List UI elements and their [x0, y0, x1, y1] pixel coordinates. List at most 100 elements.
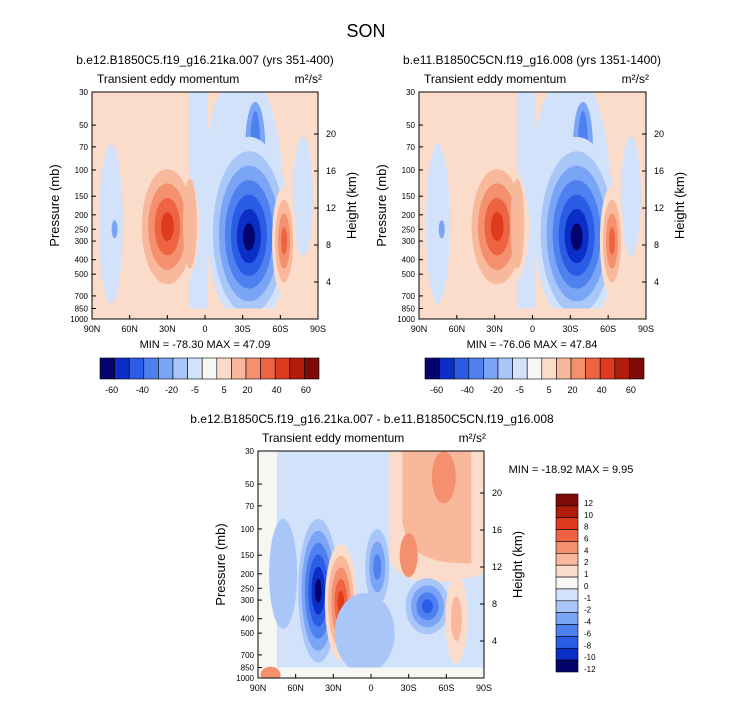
south-lower-positive-level-1 [450, 596, 462, 642]
y2-axis-label: Height (km) [672, 172, 687, 239]
y-tick-label: 300 [402, 237, 416, 246]
colorbar-label: 2 [584, 558, 589, 567]
y-tick-label: 200 [241, 570, 255, 579]
colorbar-label: 4 [584, 546, 589, 555]
colorbar-box [497, 357, 513, 380]
x-tick-label: 30N [159, 324, 176, 334]
colorbar-box [201, 357, 218, 380]
upper-south-positive-core [431, 451, 456, 504]
colorbar-box [99, 357, 115, 380]
colorbar-label: -60 [430, 385, 443, 395]
y-tick-label: 1000 [397, 315, 415, 324]
x-tick-label: 30S [235, 324, 251, 334]
y-tick-label: 850 [402, 304, 416, 313]
nh-negative-diff-level-5 [314, 578, 322, 603]
colorbar-box [114, 357, 130, 380]
y2-tick-label: 12 [326, 203, 336, 213]
y-tick-label: 250 [241, 584, 255, 593]
colorbar-box [555, 541, 579, 554]
colorbar-label: 20 [242, 385, 252, 395]
panel-2: b.e11.B1850C5CN.f19_g16.008 (yrs 1351-14… [374, 53, 687, 395]
panel-3-units: m²/s² [459, 431, 486, 445]
colorbar-box [555, 493, 579, 507]
y-tick-label: 50 [245, 480, 254, 489]
y-tick-label: 400 [241, 615, 255, 624]
colorbar-label: 0 [584, 582, 589, 591]
y2-tick-label: 20 [492, 488, 502, 498]
y-tick-label: 150 [241, 551, 255, 560]
panel-1-field [92, 92, 318, 319]
surface-positive-spot [260, 666, 281, 678]
panel-1-title: b.e12.B1850C5.f19_g16.21ka.007 (yrs 351-… [76, 53, 334, 67]
colorbar-label: 40 [597, 385, 607, 395]
surface-strip [92, 308, 318, 319]
y-tick-label: 400 [402, 256, 416, 265]
y-tick-label: 500 [75, 270, 89, 279]
panel-1: b.e12.B1850C5.f19_g16.21ka.007 (yrs 351-… [47, 53, 359, 395]
colorbar-box [216, 357, 232, 380]
south-midlevel-negative-level-3 [422, 599, 433, 614]
x-tick-label: 60S [272, 324, 288, 334]
colorbar-box [555, 553, 579, 566]
x-tick-label: 30N [486, 324, 503, 334]
y2-tick-label: 8 [492, 599, 497, 609]
sh-jet-negative-level-6 [242, 223, 255, 251]
polar-negative-core [438, 220, 445, 239]
y-tick-label: 70 [245, 502, 254, 511]
colorbar-box [526, 357, 543, 380]
panel-1-units: m²/s² [295, 72, 322, 86]
x-tick-label: 90N [411, 324, 428, 334]
colorbar-box [128, 357, 145, 380]
y-tick-label: 850 [75, 304, 89, 313]
colorbar-box [172, 357, 188, 380]
colorbar-box [570, 357, 586, 380]
sh-highlat-positive-level-3 [281, 227, 288, 255]
y-tick-label: 400 [75, 256, 89, 265]
colorbar-label: -6 [584, 629, 592, 638]
colorbar-box [555, 588, 579, 602]
y-tick-label: 100 [402, 166, 416, 175]
panel-2-units: m²/s² [622, 72, 649, 86]
nh-polar-negative [269, 518, 298, 629]
x-tick-label: 90N [84, 324, 101, 334]
y-tick-label: 250 [75, 225, 89, 234]
colorbar-box [629, 357, 645, 380]
y2-axis-label: Height (km) [510, 531, 525, 598]
polar-neutral [258, 451, 277, 678]
colorbar-box [555, 529, 579, 542]
lower-equatorial-negative [334, 593, 395, 674]
south-polar-negative [292, 136, 313, 257]
panel-2-min-max: MIN = -76.06 MAX = 47.84 [467, 339, 598, 351]
x-tick-label: 60S [438, 683, 454, 693]
colorbar-box [599, 357, 616, 380]
y2-tick-label: 12 [492, 562, 502, 572]
colorbar-box [555, 612, 579, 625]
polar-negative-core [111, 220, 118, 239]
colorbar-box [555, 564, 579, 578]
colorbar-box [289, 357, 305, 380]
y2-tick-label: 8 [654, 240, 659, 250]
y-tick-label: 1000 [70, 315, 88, 324]
panel-2-title: b.e11.B1850C5CN.f19_g16.008 (yrs 1351-14… [403, 53, 661, 67]
x-tick-label: 0 [368, 683, 373, 693]
colorbar-label: 5 [222, 385, 227, 395]
y2-tick-label: 16 [326, 166, 336, 176]
colorbar-box [187, 357, 203, 380]
panel-3-left-label: Transient eddy momentum [262, 431, 404, 445]
y2-axis-label: Height (km) [344, 172, 359, 239]
colorbar-label: -20 [165, 385, 178, 395]
colorbar-box [439, 357, 455, 380]
colorbar-label: 40 [272, 385, 282, 395]
colorbar-box [453, 357, 470, 380]
page-title: SON [346, 21, 385, 41]
upper-south-positive-lobe [399, 533, 418, 578]
y-tick-label: 150 [402, 192, 416, 201]
colorbar-box [555, 636, 579, 649]
panel-3-axes: 90N 60N 30N 0 30S 60S 90S 30 50 70 100 150 200 250 300… [213, 447, 525, 693]
x-tick-label: 60N [121, 324, 138, 334]
panel-2-colorbar: -60 -40 -20 -5 5 20 40 60 [424, 357, 645, 395]
colorbar-label: -12 [584, 665, 596, 674]
subtropical-positive [182, 178, 197, 269]
y2-tick-label: 4 [492, 636, 497, 646]
